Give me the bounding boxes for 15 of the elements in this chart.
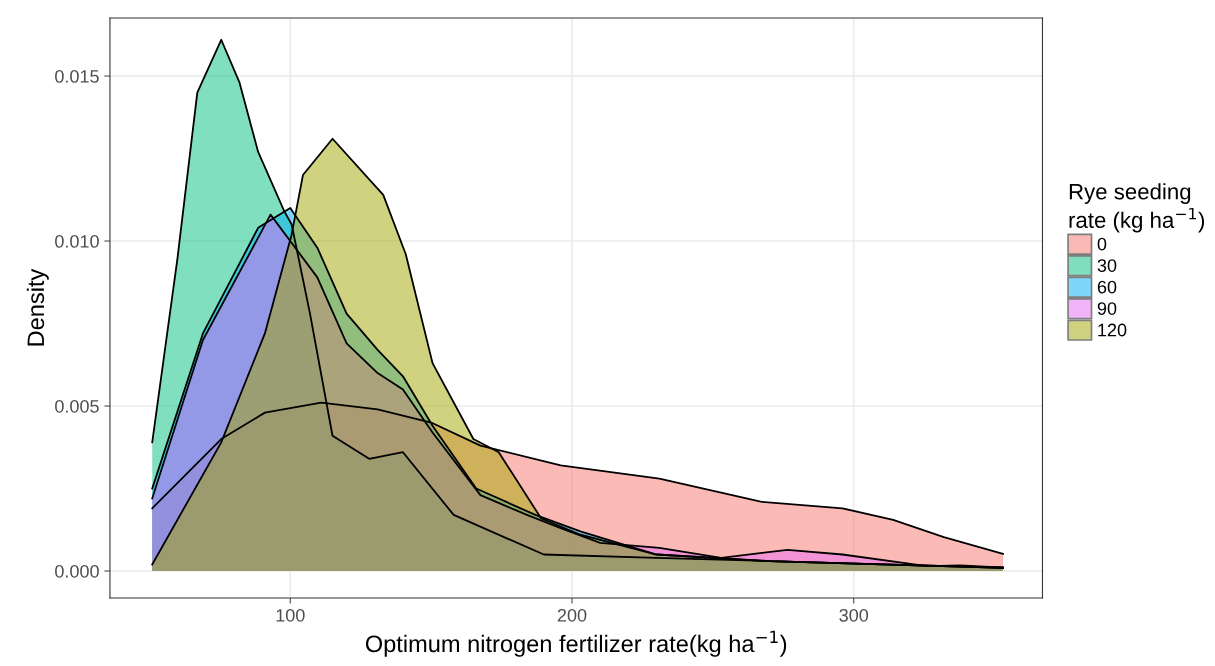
legend-label: 90 (1097, 302, 1117, 315)
legend-label: 60 (1097, 280, 1117, 294)
x-axis-title: Optimum nitrogen fertilizer rate(kg ha$^{−1}$) (365, 630, 787, 657)
y-tick-label: 0.010 (55, 234, 99, 248)
y-tick-label: 0.005 (55, 399, 99, 413)
x-tick-label: 300 (839, 608, 869, 622)
legend-label: 0 (1097, 237, 1107, 251)
legend-label: 120 (1098, 323, 1127, 337)
legend-title: Rye seeding rate (kg ha$^{−1}$) (1069, 183, 1205, 233)
legend-label: 30 (1097, 259, 1117, 272)
y-axis-title: Density (26, 268, 49, 346)
x-tick-label: 200 (557, 608, 587, 622)
y-tick-label: 0.000 (55, 564, 99, 578)
y-tick-label: 0.015 (55, 69, 99, 83)
x-tick-label: 100 (276, 608, 305, 622)
